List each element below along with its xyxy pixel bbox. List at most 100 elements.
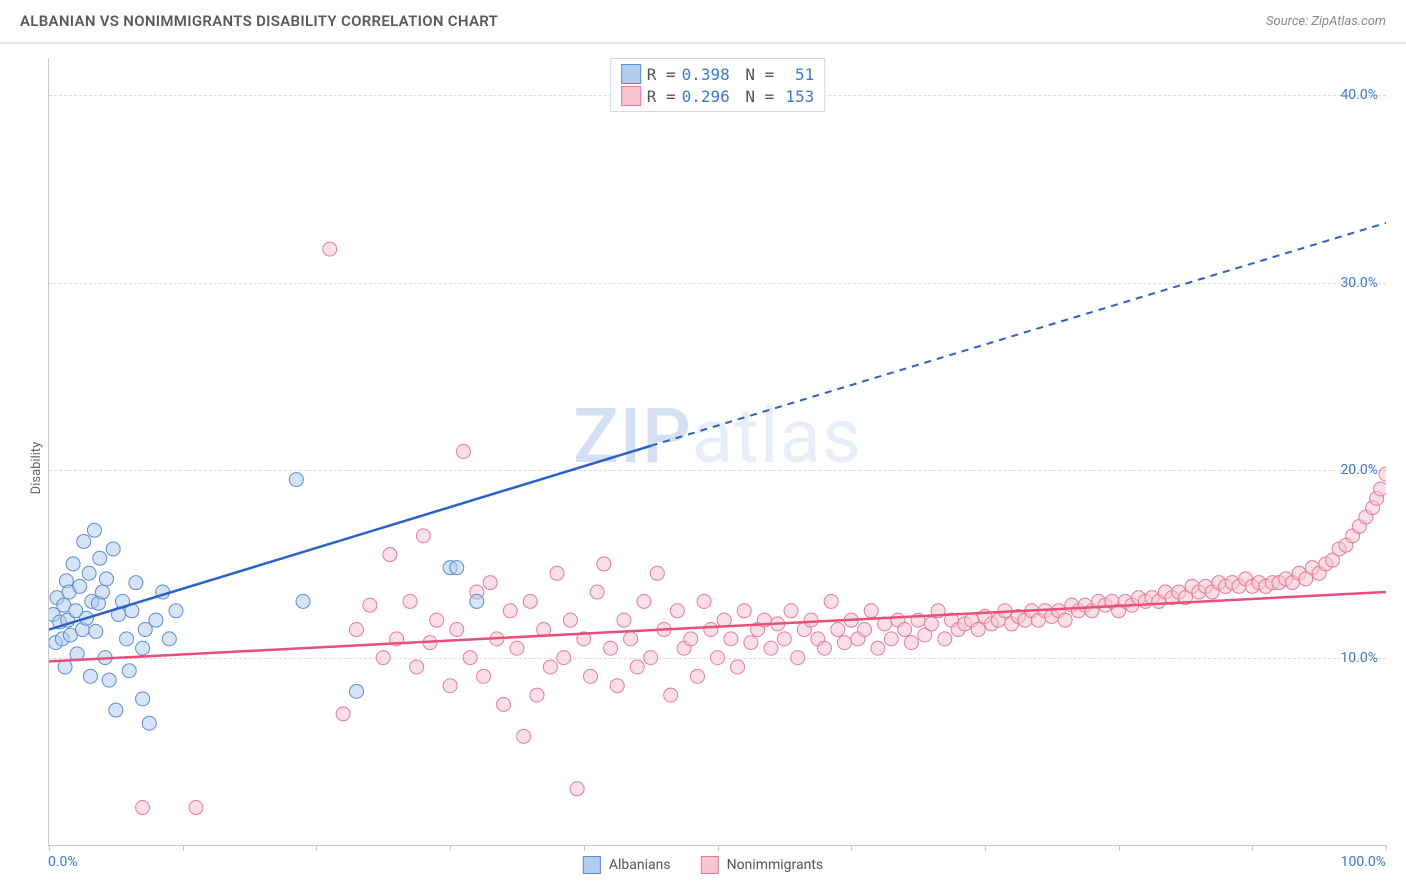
data-point — [73, 579, 87, 593]
legend-swatch-nonimmigrants-2 — [701, 856, 719, 874]
data-point — [430, 613, 444, 627]
data-point — [704, 623, 718, 637]
legend-n-albanians: 51 — [780, 65, 814, 84]
data-point — [664, 688, 678, 702]
trendline-albanians-solid — [49, 446, 651, 630]
data-point — [142, 716, 156, 730]
data-point — [162, 632, 176, 646]
data-point — [550, 566, 564, 580]
legend-label-albanians: Albanians — [609, 857, 671, 873]
legend-row-nonimmigrants: R = 0.296 N = 153 — [621, 85, 815, 107]
trendline-albanians-dashed — [651, 223, 1386, 446]
legend-row-albanians: R = 0.398 N = 51 — [621, 63, 815, 85]
scatter-svg — [49, 58, 1386, 845]
x-tick — [183, 845, 184, 851]
data-point — [737, 604, 751, 618]
x-max-label: 100.0% — [1341, 854, 1386, 870]
data-point — [1374, 482, 1386, 496]
data-point — [289, 473, 303, 487]
data-point — [410, 660, 424, 674]
plot-area: ZIPatlas R = 0.398 N = 51 R = 0.296 N = … — [48, 58, 1386, 846]
data-point — [87, 523, 101, 537]
legend-r-label: R = — [647, 65, 676, 84]
data-point — [189, 801, 203, 815]
data-point — [1379, 467, 1386, 481]
data-point — [924, 617, 938, 631]
data-point — [503, 604, 517, 618]
x-tick — [1386, 845, 1387, 851]
legend-n-label: N = — [736, 65, 775, 84]
data-point — [129, 576, 143, 590]
chart-header: ALBANIAN VS NONIMMIGRANTS DISABILITY COR… — [0, 0, 1406, 44]
data-point — [624, 632, 638, 646]
data-point — [650, 566, 664, 580]
data-point — [871, 641, 885, 655]
data-point — [858, 623, 872, 637]
data-point — [784, 604, 798, 618]
data-point — [617, 613, 631, 627]
legend-r-nonimmigrants: 0.296 — [682, 87, 730, 106]
legend-item-albanians: Albanians — [583, 856, 671, 874]
data-point — [637, 594, 651, 608]
legend-n-nonimmigrants: 153 — [780, 87, 814, 106]
data-point — [89, 624, 103, 638]
x-tick — [450, 845, 451, 851]
data-point — [938, 632, 952, 646]
data-point — [120, 632, 134, 646]
data-point — [497, 697, 511, 711]
data-point — [690, 669, 704, 683]
data-point — [744, 636, 758, 650]
data-point — [530, 688, 544, 702]
data-point — [711, 651, 725, 665]
data-point — [523, 594, 537, 608]
data-point — [791, 651, 805, 665]
data-point — [670, 604, 684, 618]
data-point — [99, 572, 113, 586]
data-point — [136, 641, 150, 655]
x-min-label: 0.0% — [48, 854, 78, 870]
x-tick — [851, 845, 852, 851]
chart-source: Source: ZipAtlas.com — [1266, 14, 1386, 29]
data-point — [1058, 613, 1072, 627]
data-point — [470, 594, 484, 608]
data-point — [336, 707, 350, 721]
data-point — [838, 636, 852, 650]
legend-swatch-albanians-2 — [583, 856, 601, 874]
data-point — [644, 651, 658, 665]
data-point — [83, 669, 97, 683]
data-point — [831, 623, 845, 637]
data-point — [864, 604, 878, 618]
data-point — [296, 594, 310, 608]
data-point — [543, 660, 557, 674]
x-tick — [584, 845, 585, 851]
data-point — [731, 660, 745, 674]
data-point — [443, 679, 457, 693]
x-tick — [985, 845, 986, 851]
data-point — [376, 651, 390, 665]
x-tick — [1119, 845, 1120, 851]
data-point — [463, 651, 477, 665]
y-axis-label: Disability — [29, 442, 44, 495]
data-point — [697, 594, 711, 608]
data-point — [483, 576, 497, 590]
chart-container: Disability ZIPatlas R = 0.398 N = 51 R =… — [0, 44, 1406, 892]
data-point — [109, 703, 123, 717]
data-point — [597, 557, 611, 571]
legend-swatch-nonimmigrants — [621, 86, 641, 106]
data-point — [149, 613, 163, 627]
data-point — [122, 664, 136, 678]
data-point — [563, 613, 577, 627]
data-point — [403, 594, 417, 608]
x-tick — [1252, 845, 1253, 851]
chart-title: ALBANIAN VS NONIMMIGRANTS DISABILITY COR… — [20, 12, 498, 30]
data-point — [590, 585, 604, 599]
data-point — [630, 660, 644, 674]
data-point — [383, 548, 397, 562]
data-point — [77, 534, 91, 548]
data-point — [58, 660, 72, 674]
data-point — [450, 623, 464, 637]
data-point — [169, 604, 183, 618]
x-tick — [718, 845, 719, 851]
data-point — [95, 585, 109, 599]
data-point — [570, 782, 584, 796]
